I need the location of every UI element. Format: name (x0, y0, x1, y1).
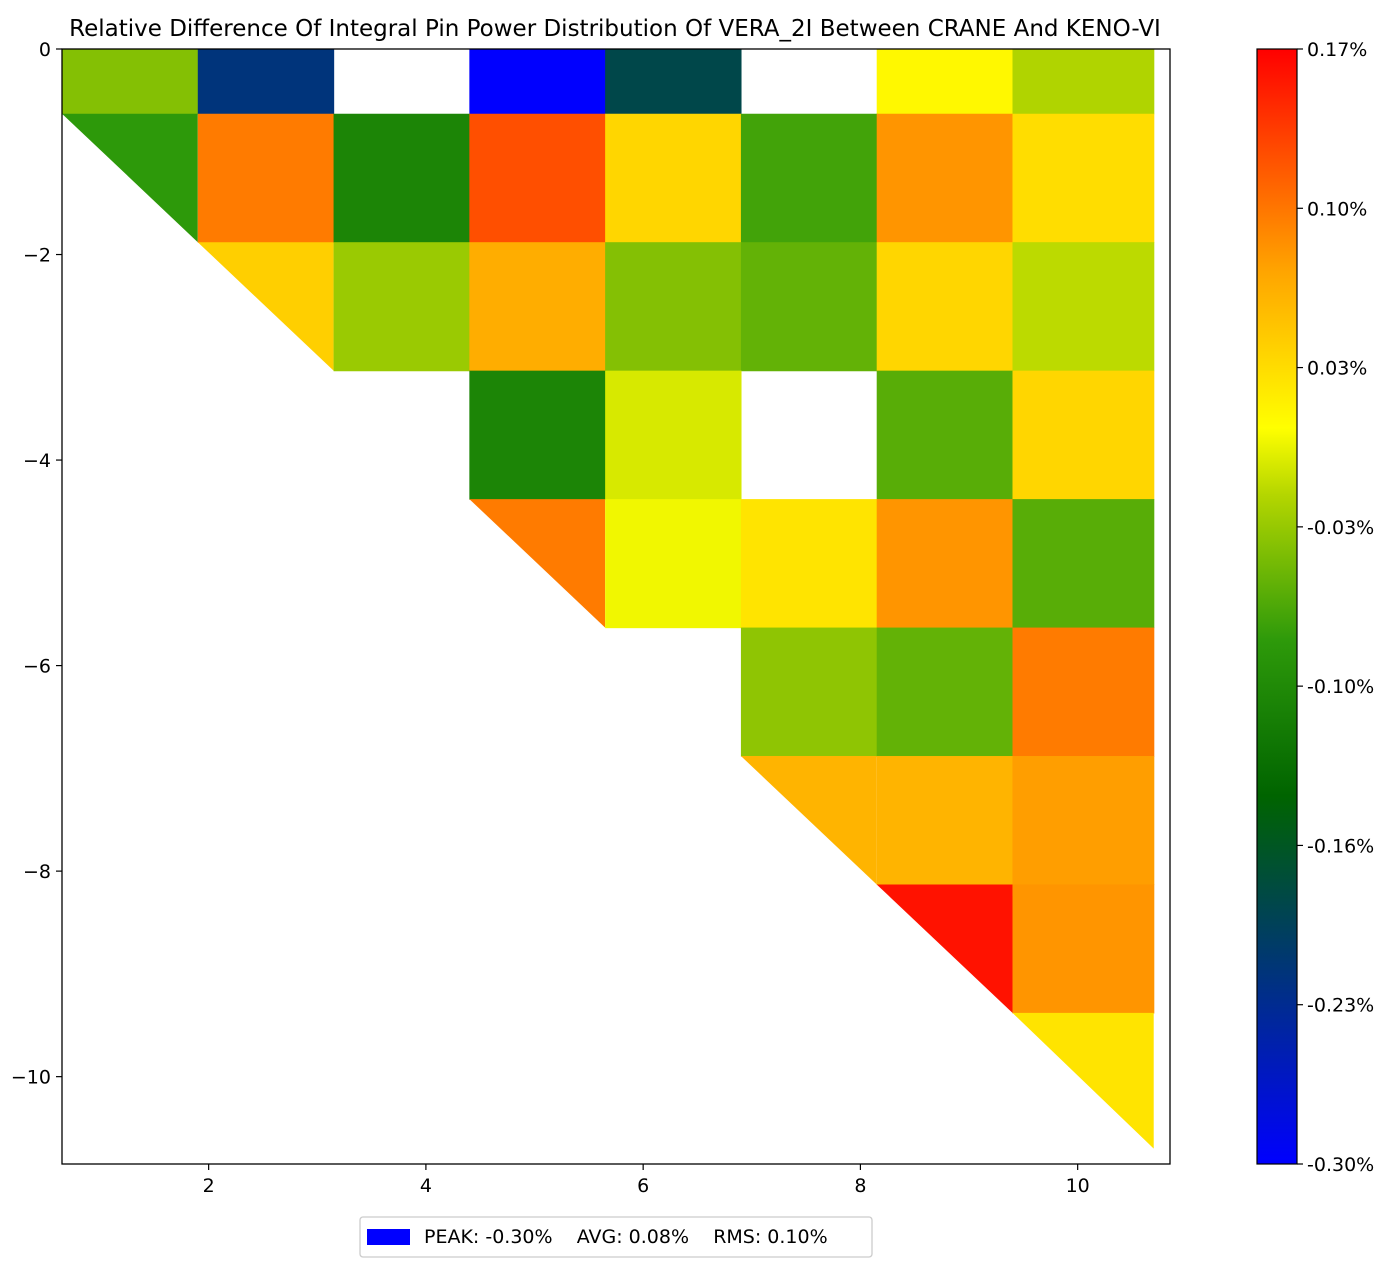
colorbar-tick-label: -0.16% (1307, 835, 1374, 857)
heatmap-cells (62, 49, 1155, 1149)
colorbar-tick-label: -0.23% (1307, 995, 1374, 1017)
y-tick-label: −4 (23, 450, 51, 472)
colorbar-tick-label: -0.30% (1307, 1154, 1374, 1176)
y-tick-label: −8 (23, 861, 51, 883)
heatmap-cell (740, 499, 878, 629)
heatmap-cell (605, 370, 742, 500)
heatmap-cell (1012, 756, 1155, 886)
colorbar-tick-label: 0.17% (1307, 39, 1367, 61)
heatmap-cell (1012, 370, 1155, 500)
y-tick-label: −10 (11, 1067, 51, 1089)
chart-title: Relative Difference Of Integral Pin Powe… (69, 16, 1161, 42)
heatmap-cell (62, 49, 199, 115)
x-tick-label: 8 (854, 1175, 866, 1197)
legend-swatch (367, 1229, 410, 1245)
heatmap-cell (605, 113, 742, 243)
heatmap-cell (876, 756, 1014, 886)
heatmap-cell (333, 113, 470, 243)
x-tick-label: 4 (420, 1175, 432, 1197)
heatmap-cell (469, 113, 606, 243)
heatmap-cell (1012, 49, 1155, 115)
heatmap-cell (740, 113, 878, 243)
heatmap-cell (605, 49, 742, 115)
x-tick-label: 10 (1066, 1175, 1090, 1197)
heatmap-cell (876, 499, 1014, 629)
colorbar-tick-label: -0.10% (1307, 676, 1374, 698)
colorbar-tick-label: 0.03% (1307, 358, 1367, 380)
heatmap-cell (197, 49, 335, 115)
heatmap-cell (469, 370, 606, 500)
y-tick-label: −6 (23, 656, 51, 678)
colorbar-tick-label: 0.10% (1307, 198, 1367, 220)
y-tick-label: 0 (39, 39, 51, 61)
colorbar-gradient (1256, 48, 1298, 1165)
heatmap-cell (1012, 627, 1155, 757)
colorbar: 0.17% 0.10% 0.03% -0.03% -0.10% -0.16% -0.23% -… (1256, 39, 1374, 1176)
heatmap-cell (469, 499, 606, 628)
heatmap-cell (1012, 242, 1155, 372)
legend-label: PEAK: -0.30% AVG: 0.08% RMS: 0.10% (424, 1226, 828, 1248)
heatmap-cell (1012, 1012, 1154, 1149)
heatmap-cell (1012, 113, 1155, 243)
heatmap-cell (876, 49, 1014, 115)
heatmap-cell (62, 113, 198, 243)
heatmap-cell (876, 627, 1014, 757)
heatmap-cell (605, 242, 742, 372)
y-tick-label: −2 (23, 245, 51, 267)
heatmap-cell (469, 242, 606, 372)
heatmap-cell (197, 242, 334, 371)
heatmap-cell (333, 242, 470, 372)
x-tick-label: 6 (637, 1175, 649, 1197)
x-tick-label: 2 (203, 1175, 215, 1197)
legend-box (359, 1216, 873, 1258)
heatmap-cell (197, 113, 335, 243)
legend: PEAK: -0.30% AVG: 0.08% RMS: 0.10% (359, 1216, 873, 1258)
heatmap-cell (1012, 499, 1155, 629)
colorbar-tick-label: -0.03% (1307, 517, 1374, 539)
heatmap-cell (740, 756, 877, 885)
heatmap-cell (1012, 884, 1155, 1014)
heatmap-cell (740, 242, 878, 372)
heatmap-cell (876, 884, 1013, 1013)
heatmap-cell (876, 370, 1014, 500)
axis-ticks: 2 4 6 8 10 0 −2 −4 −6 −8 −10 (11, 39, 1090, 1197)
heatmap-cell (876, 113, 1014, 243)
heatmap-cell (876, 242, 1014, 372)
heatmap-cell (740, 627, 878, 757)
heatmap-cell (605, 499, 742, 629)
heatmap-cell (469, 49, 606, 115)
plot-axes-frame (61, 48, 1171, 1165)
